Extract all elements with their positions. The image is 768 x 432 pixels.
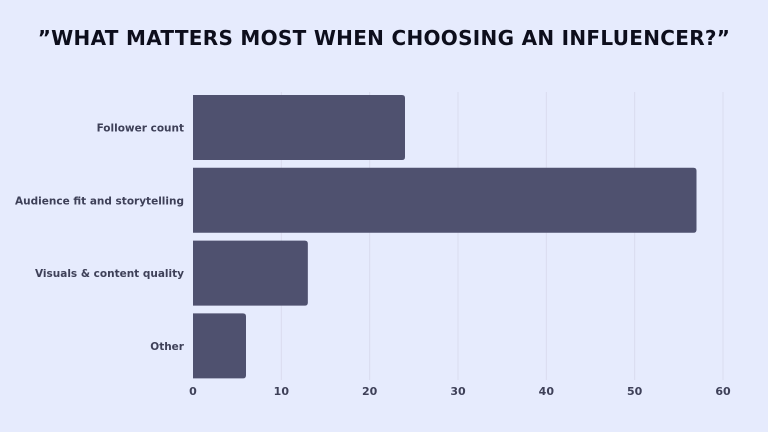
category-label-visuals-and-content-quality: Visuals & content quality [35,268,184,280]
x-tick-label-40: 40 [539,385,555,398]
bar-visuals-and-content-quality [193,240,308,306]
chart-title: ”WHAT MATTERS MOST WHEN CHOOSING AN INFL… [37,26,731,50]
x-tick-label-20: 20 [362,385,378,398]
category-labels: Follower count Audience fit and storytell… [15,123,185,353]
category-label-follower-count: Follower count [97,123,184,135]
bar-other [193,313,246,379]
bar-follower-count [193,95,405,160]
x-tick-labels: 0 10 20 30 40 50 60 [189,385,731,398]
x-tick-label-60: 60 [715,385,731,398]
x-tick-label-0: 0 [189,385,197,398]
bar-audience-fit-and-storytelling [193,167,697,233]
category-label-audience-fit-and-storytelling: Audience fit and storytelling [15,195,184,207]
bars [193,95,697,379]
x-tick-label-10: 10 [274,385,290,398]
category-label-other: Other [150,341,185,353]
x-tick-label-30: 30 [450,385,466,398]
x-tick-label-50: 50 [627,385,643,398]
